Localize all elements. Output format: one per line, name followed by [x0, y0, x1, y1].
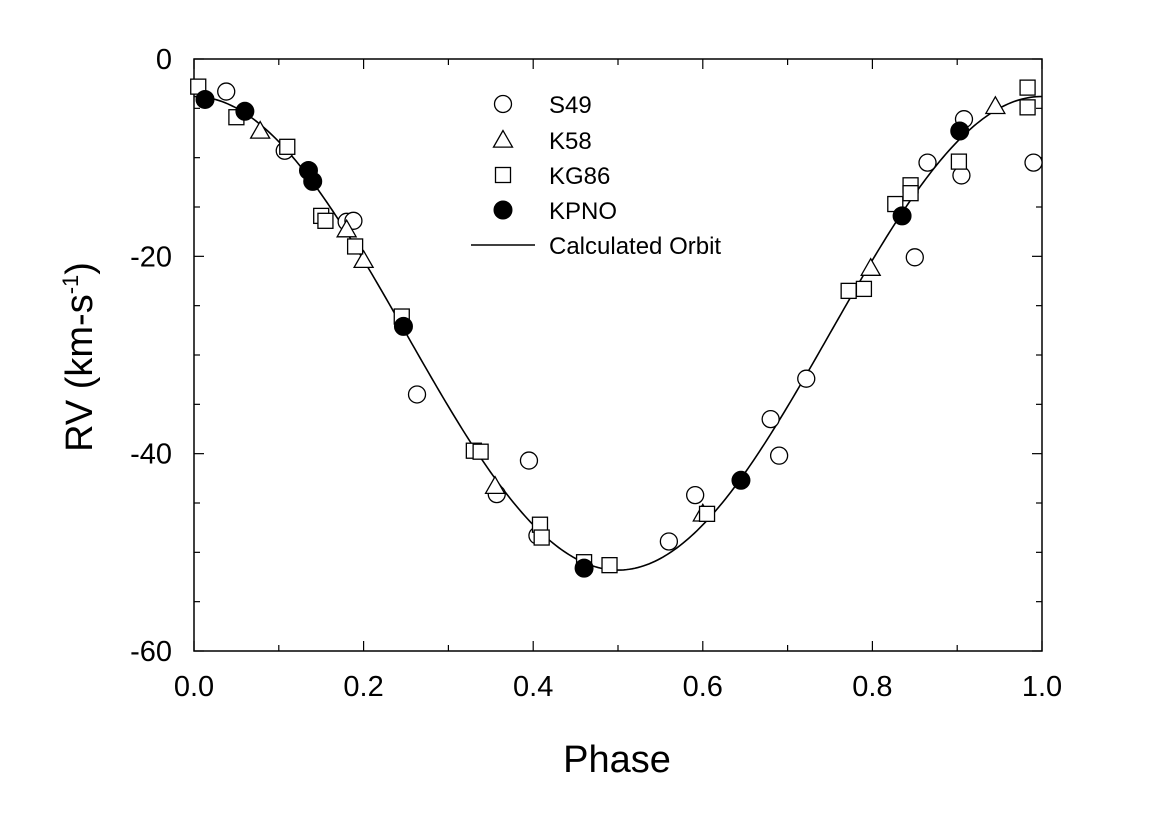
plot-border — [193, 58, 1043, 652]
point-kpno — [303, 171, 323, 191]
x-tick-label: 0.0 — [174, 671, 214, 703]
point-s49 — [769, 446, 789, 465]
point-s49 — [905, 248, 924, 267]
point-kg86 — [346, 238, 364, 255]
legend-label-kg86: KG86 — [549, 163, 610, 190]
legend-label-s49: S49 — [549, 92, 592, 119]
point-kg86 — [855, 280, 873, 298]
orbit-line — [193, 95, 1043, 571]
point-kg86 — [950, 153, 968, 170]
calculated-orbit-curve — [193, 95, 1043, 571]
legend-label-k58: K58 — [549, 128, 592, 155]
point-kg86 — [472, 443, 489, 460]
point-kg86 — [533, 529, 550, 546]
point-kpno — [235, 101, 255, 121]
point-s49 — [217, 82, 236, 101]
legend-marker-kg86 — [494, 166, 512, 184]
point-s49 — [761, 409, 780, 429]
point-s49 — [918, 153, 937, 172]
point-kg86 — [317, 212, 334, 229]
point-k58 — [336, 218, 358, 238]
point-k58 — [352, 249, 375, 269]
y-axis-title-close: ) — [59, 262, 101, 275]
tick-labels: 0.0 0.2 0.4 0.6 0.8 1.0 0 -20 -40 -60 — [130, 44, 1062, 703]
y-axis-title-superscript: -1 — [58, 275, 83, 295]
x-axis-title: Phase — [563, 739, 671, 781]
legend-marker-kpno — [493, 200, 513, 220]
point-kpno — [950, 121, 970, 141]
point-s49 — [797, 369, 816, 388]
axis-ticks — [193, 58, 1043, 652]
point-s49 — [659, 532, 679, 551]
data-points — [190, 78, 1043, 578]
point-s49 — [1024, 153, 1043, 172]
point-k58 — [984, 95, 1006, 115]
point-kpno — [393, 316, 413, 336]
x-tick-label: 0.8 — [852, 671, 892, 703]
point-s49 — [519, 451, 539, 470]
legend-marker-k58 — [492, 129, 514, 148]
point-kpno — [892, 206, 912, 226]
legend-marker-s49 — [493, 94, 513, 114]
point-kg86 — [601, 557, 618, 574]
point-s49 — [407, 385, 427, 404]
point-kg86 — [1019, 99, 1036, 116]
plot-frame — [193, 58, 1043, 652]
point-kg86 — [698, 505, 716, 523]
point-s49 — [686, 485, 705, 505]
x-tick-label: 0.4 — [513, 671, 553, 703]
legend: S49 K58 KG86 KPNO Calculated Orbit — [471, 92, 721, 260]
y-axis-title-group: RV (km-s-1) — [58, 262, 101, 452]
y-axis-title-main: RV (km-s — [59, 294, 101, 452]
point-kg86 — [1019, 79, 1036, 96]
point-kpno — [731, 470, 751, 490]
point-kpno — [574, 558, 594, 578]
legend-label-kpno: KPNO — [549, 198, 617, 225]
point-k58 — [249, 120, 271, 139]
point-k58 — [484, 475, 506, 495]
x-tick-label: 1.0 — [1022, 671, 1062, 703]
y-tick-label: -60 — [130, 636, 172, 668]
y-tick-label: 0 — [156, 44, 172, 76]
point-kg86 — [840, 282, 857, 300]
point-kg86 — [902, 185, 919, 202]
point-kpno — [195, 89, 215, 109]
x-tick-label: 0.2 — [343, 671, 383, 703]
legend-label-calculated-orbit: Calculated Orbit — [549, 233, 721, 260]
y-axis-title: RV (km-s-1) — [58, 262, 101, 452]
y-tick-label: -40 — [130, 439, 172, 471]
point-k58 — [860, 257, 882, 276]
x-tick-label: 0.6 — [683, 671, 723, 703]
y-tick-label: -20 — [130, 241, 172, 273]
point-kg86 — [279, 138, 296, 155]
